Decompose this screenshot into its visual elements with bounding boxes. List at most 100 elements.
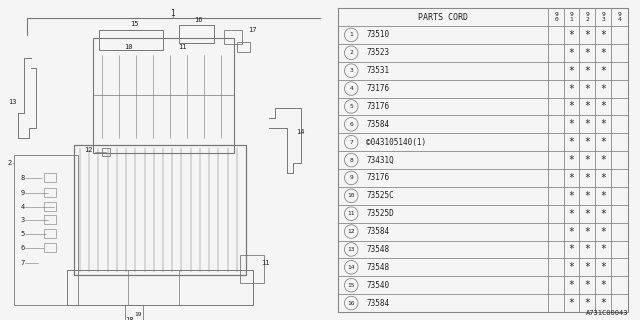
Text: *: * bbox=[568, 244, 575, 254]
Text: *: * bbox=[584, 227, 590, 236]
Text: 10: 10 bbox=[124, 44, 132, 50]
Text: *: * bbox=[568, 280, 575, 290]
Text: *: * bbox=[600, 30, 606, 40]
Bar bbox=[44, 243, 56, 252]
Text: 1: 1 bbox=[349, 32, 353, 37]
Text: 1: 1 bbox=[170, 9, 175, 18]
Text: *: * bbox=[584, 66, 590, 76]
Text: 18: 18 bbox=[125, 317, 134, 320]
Text: 13: 13 bbox=[8, 99, 17, 105]
Text: *: * bbox=[600, 155, 606, 165]
Text: *: * bbox=[600, 101, 606, 111]
Text: *: * bbox=[584, 119, 590, 129]
Text: *: * bbox=[600, 280, 606, 290]
Text: PARTS CORD: PARTS CORD bbox=[418, 12, 468, 21]
Bar bbox=[224, 30, 242, 44]
Text: *: * bbox=[584, 298, 590, 308]
Text: 4: 4 bbox=[349, 86, 353, 91]
Text: 73525C: 73525C bbox=[366, 191, 394, 200]
Text: 17: 17 bbox=[248, 27, 257, 33]
Text: *: * bbox=[568, 173, 575, 183]
Text: 73540: 73540 bbox=[366, 281, 389, 290]
Text: *: * bbox=[584, 101, 590, 111]
Text: 3: 3 bbox=[20, 217, 25, 223]
Text: *: * bbox=[584, 173, 590, 183]
Text: *: * bbox=[568, 209, 575, 219]
Text: 16: 16 bbox=[194, 17, 203, 23]
Text: A731C00043: A731C00043 bbox=[586, 310, 628, 316]
Text: 73431Q: 73431Q bbox=[366, 156, 394, 164]
Bar bbox=[44, 229, 56, 238]
Text: *: * bbox=[600, 227, 606, 236]
Text: 14: 14 bbox=[348, 265, 355, 270]
Bar bbox=[44, 215, 56, 224]
Text: *: * bbox=[568, 119, 575, 129]
Bar bbox=[125, 305, 143, 320]
Text: *: * bbox=[568, 298, 575, 308]
Bar bbox=[14, 155, 78, 305]
Text: 6: 6 bbox=[349, 122, 353, 127]
Text: *: * bbox=[584, 191, 590, 201]
Text: 3: 3 bbox=[349, 68, 353, 73]
Text: *: * bbox=[568, 137, 575, 147]
Text: 15: 15 bbox=[348, 283, 355, 288]
Text: *: * bbox=[568, 66, 575, 76]
Text: *: * bbox=[568, 84, 575, 93]
Text: *: * bbox=[568, 262, 575, 272]
Text: 14: 14 bbox=[296, 129, 305, 135]
Text: 12: 12 bbox=[348, 229, 355, 234]
Text: 19: 19 bbox=[134, 313, 141, 317]
Text: 9
2: 9 2 bbox=[585, 12, 589, 22]
Text: *: * bbox=[600, 137, 606, 147]
Text: *: * bbox=[584, 262, 590, 272]
Text: 11: 11 bbox=[178, 44, 187, 50]
Text: 8: 8 bbox=[349, 157, 353, 163]
Text: *: * bbox=[600, 84, 606, 93]
Bar bbox=[67, 270, 253, 305]
Text: 2: 2 bbox=[8, 160, 12, 166]
Text: *: * bbox=[568, 48, 575, 58]
Text: 8: 8 bbox=[20, 175, 25, 181]
Text: 73584: 73584 bbox=[366, 227, 389, 236]
Text: 9
0: 9 0 bbox=[554, 12, 558, 22]
Bar bbox=[240, 255, 264, 283]
Text: 73548: 73548 bbox=[366, 245, 389, 254]
Text: *: * bbox=[600, 48, 606, 58]
Bar bbox=[44, 202, 56, 211]
Text: 11: 11 bbox=[261, 260, 269, 266]
Text: 73584: 73584 bbox=[366, 120, 389, 129]
Text: *: * bbox=[600, 191, 606, 201]
Text: 7: 7 bbox=[349, 140, 353, 145]
Text: *: * bbox=[584, 48, 590, 58]
Text: *: * bbox=[568, 30, 575, 40]
Text: *: * bbox=[584, 137, 590, 147]
Text: *: * bbox=[584, 244, 590, 254]
Text: 5: 5 bbox=[20, 231, 25, 237]
Text: 73525D: 73525D bbox=[366, 209, 394, 218]
Text: *: * bbox=[600, 173, 606, 183]
Text: *: * bbox=[600, 262, 606, 272]
Bar bbox=[74, 145, 246, 275]
Text: *: * bbox=[568, 227, 575, 236]
Text: *: * bbox=[584, 209, 590, 219]
Text: 73176: 73176 bbox=[366, 84, 389, 93]
Text: 9: 9 bbox=[349, 175, 353, 180]
Text: 2: 2 bbox=[349, 50, 353, 55]
Text: *: * bbox=[584, 280, 590, 290]
Bar bbox=[99, 30, 163, 50]
Text: 9
3: 9 3 bbox=[601, 12, 605, 22]
Text: *: * bbox=[568, 101, 575, 111]
Text: *: * bbox=[568, 155, 575, 165]
Bar bbox=[179, 25, 214, 43]
Text: 12: 12 bbox=[84, 147, 93, 153]
Bar bbox=[44, 188, 56, 197]
Text: 9: 9 bbox=[20, 190, 25, 196]
Text: 11: 11 bbox=[348, 211, 355, 216]
Text: 13: 13 bbox=[348, 247, 355, 252]
Text: 73176: 73176 bbox=[366, 102, 389, 111]
Text: 73523: 73523 bbox=[366, 48, 389, 57]
Text: *: * bbox=[568, 191, 575, 201]
Text: 73510: 73510 bbox=[366, 30, 389, 39]
Text: *: * bbox=[584, 30, 590, 40]
Text: *: * bbox=[600, 244, 606, 254]
